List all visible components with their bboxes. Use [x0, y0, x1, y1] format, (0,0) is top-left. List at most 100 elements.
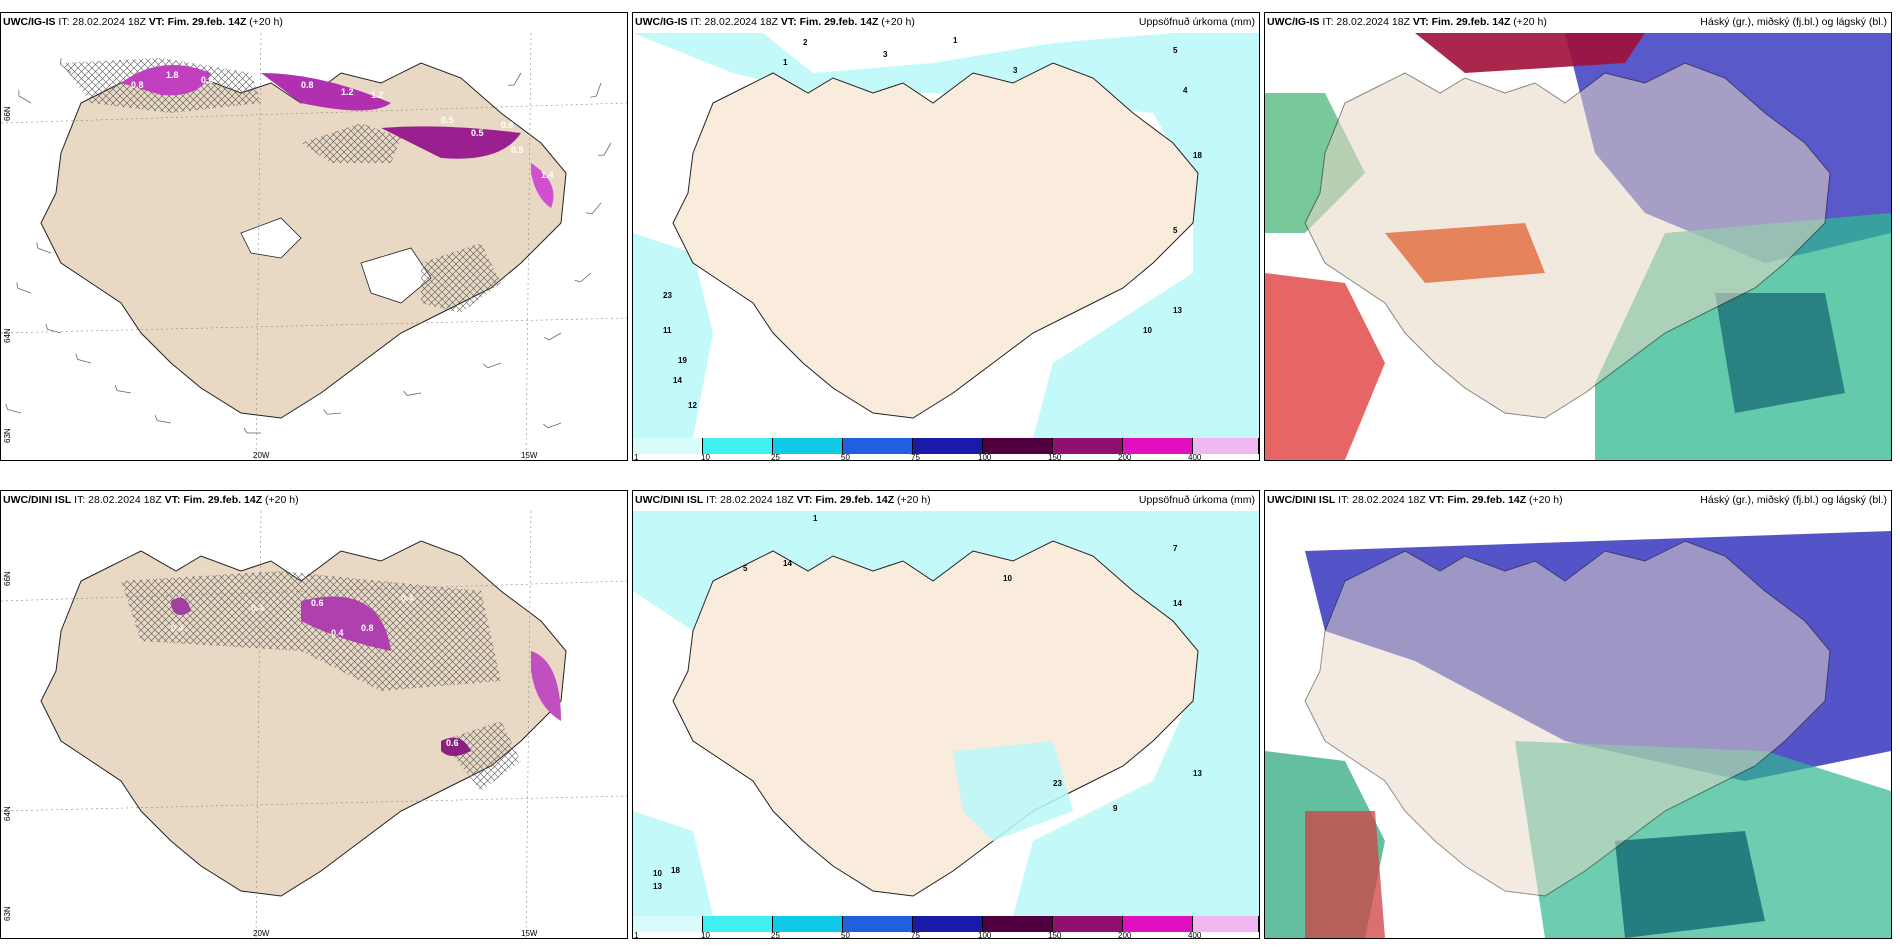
- svg-text:1.8: 1.8: [166, 70, 179, 80]
- svg-text:0.5: 0.5: [471, 128, 484, 138]
- colorbar-segment: [1193, 916, 1259, 932]
- colorbar-segment: [913, 916, 983, 932]
- svg-text:0.5: 0.5: [441, 115, 454, 125]
- run-label: IT: 28.02.2024 18Z: [1322, 16, 1410, 28]
- panel-header: UWC/IG-IS IT: 28.02.2024 18Z VT: Fim. 29…: [3, 16, 623, 32]
- wind-labels-top: 0.8 1.8 0.6 0.4 0.8 1.2 1.2 0.5 0.5 0.6 …: [131, 57, 554, 180]
- run-label: IT: 28.02.2024 18Z: [690, 16, 778, 28]
- colorbar-tick: 400: [1188, 453, 1202, 461]
- svg-text:1: 1: [783, 58, 788, 67]
- model-label: UWC/IG-IS: [3, 16, 56, 28]
- svg-text:0.8: 0.8: [301, 80, 314, 90]
- colorbar-segment: [1123, 438, 1193, 454]
- svg-text:18: 18: [671, 866, 680, 875]
- wind-labels-bottom: 0.4 0.6 0.4 0.8 0.4 0.4 0.6: [171, 593, 459, 748]
- vt-label: VT: Fim. 29.feb. 14Z: [780, 16, 879, 28]
- colorbar-segment: [983, 916, 1053, 932]
- precip-map: 2 1 3 1 3 5 4 18 5 13 10 23 11 19 14 12: [633, 33, 1259, 438]
- colorbar-segment: [633, 916, 703, 932]
- colorbar-segment: [773, 438, 843, 454]
- run-label: IT: 28.02.2024 18Z: [74, 494, 162, 506]
- svg-text:0.8: 0.8: [131, 80, 144, 90]
- model-label: UWC/DINI ISL: [3, 494, 72, 506]
- svg-text:10: 10: [1143, 326, 1152, 335]
- vt-label: VT: Fim. 29.feb. 14Z: [796, 494, 895, 506]
- svg-text:19: 19: [678, 356, 687, 365]
- panel-clouds-bottom: UWC/DINI ISL IT: 28.02.2024 18Z VT: Fim.…: [1264, 490, 1892, 939]
- svg-text:0.4: 0.4: [401, 593, 414, 603]
- wind-map: 0.4 0.6 0.4 0.8 0.4 0.4 0.6: [1, 511, 627, 938]
- lon-label-20w: 20W: [253, 451, 270, 460]
- svg-text:7: 7: [1173, 544, 1178, 553]
- wind-map: 0.8 1.8 0.6 0.4 0.8 1.2 1.2 0.5 0.5 0.6 …: [1, 33, 627, 460]
- colorbar-segment: [1193, 438, 1259, 454]
- vt-label: VT: Fim. 29.feb. 14Z: [1412, 16, 1511, 28]
- lead-label: (+20 h): [1529, 494, 1563, 506]
- svg-text:0.4: 0.4: [281, 57, 294, 67]
- svg-text:5: 5: [1173, 46, 1178, 55]
- panel-precip-top: UWC/IG-IS IT: 28.02.2024 18Z VT: Fim. 29…: [632, 12, 1260, 461]
- colorbar-tick: 200: [1118, 931, 1132, 939]
- colorbar-tick: 100: [978, 453, 992, 461]
- svg-text:13: 13: [653, 882, 662, 891]
- svg-text:13: 13: [1193, 769, 1202, 778]
- colorbar-segment: [843, 916, 913, 932]
- vt-label: VT: Fim. 29.feb. 14Z: [148, 16, 247, 28]
- svg-text:2: 2: [803, 38, 808, 47]
- model-label: UWC/DINI ISL: [635, 494, 704, 506]
- svg-text:1: 1: [953, 36, 958, 45]
- colorbar-segment: [633, 438, 703, 454]
- svg-text:3: 3: [1013, 66, 1018, 75]
- svg-text:13: 13: [1173, 306, 1182, 315]
- colorbar-tick: 50: [841, 453, 850, 461]
- colorbar-segment: [983, 438, 1053, 454]
- vt-label: VT: Fim. 29.feb. 14Z: [164, 494, 263, 506]
- lead-label: (+20 h): [1513, 16, 1547, 28]
- vt-label: VT: Fim. 29.feb. 14Z: [1428, 494, 1527, 506]
- colorbar-tick: 1: [634, 453, 639, 461]
- colorbar-tick: 200: [1118, 453, 1132, 461]
- svg-text:5: 5: [743, 564, 748, 573]
- colorbar-tick: 75: [911, 453, 920, 461]
- svg-text:0.4: 0.4: [171, 623, 184, 633]
- run-label: IT: 28.02.2024 18Z: [58, 16, 146, 28]
- colorbar-tick: 150: [1048, 931, 1062, 939]
- colorbar-tick: 75: [911, 931, 920, 939]
- lat-label-64n: 64N: [3, 806, 12, 821]
- run-label: IT: 28.02.2024 18Z: [706, 494, 794, 506]
- run-label: IT: 28.02.2024 18Z: [1338, 494, 1426, 506]
- svg-text:4: 4: [1183, 86, 1188, 95]
- field-title: Uppsöfnuð úrkoma (mm): [1138, 494, 1255, 506]
- svg-text:11: 11: [663, 326, 672, 335]
- lat-label-66n: 66N: [3, 571, 12, 586]
- svg-text:0.6: 0.6: [311, 598, 324, 608]
- svg-text:10: 10: [653, 869, 662, 878]
- precip-colorbar: 1 10 25 50 75 100 150 200 400: [633, 438, 1259, 460]
- colorbar-tick: 150: [1048, 453, 1062, 461]
- colorbar-segment: [1053, 438, 1123, 454]
- precip-values-bottom: 1 5 14 10 7 14 13 9 10 13 18 23: [653, 514, 1202, 891]
- colorbar-tick: 25: [771, 453, 780, 461]
- svg-text:1.2: 1.2: [371, 90, 384, 100]
- colorbar-tick: 25: [771, 931, 780, 939]
- svg-text:0.6: 0.6: [446, 738, 459, 748]
- svg-text:0.5: 0.5: [511, 145, 524, 155]
- panel-header: UWC/DINI ISL IT: 28.02.2024 18Z VT: Fim.…: [3, 494, 623, 510]
- colorbar-segment: [913, 438, 983, 454]
- precip-values-top: 2 1 3 1 3 5 4 18 5 13 10 23 11 19 14 12: [663, 36, 1202, 410]
- clouds-map: [1265, 33, 1891, 460]
- svg-text:18: 18: [1193, 151, 1202, 160]
- svg-text:14: 14: [673, 376, 682, 385]
- colorbar-tick: 50: [841, 931, 850, 939]
- colorbar-tick: 400: [1188, 931, 1202, 939]
- precip-colorbar: 1 10 25 50 75 100 150 200 400: [633, 916, 1259, 938]
- panel-precip-bottom: UWC/DINI ISL IT: 28.02.2024 18Z VT: Fim.…: [632, 490, 1260, 939]
- svg-text:1.4: 1.4: [541, 170, 554, 180]
- svg-text:23: 23: [663, 291, 672, 300]
- svg-text:1.2: 1.2: [341, 87, 354, 97]
- lead-label: (+20 h): [897, 494, 931, 506]
- panel-wind-top: UWC/IG-IS IT: 28.02.2024 18Z VT: Fim. 29…: [0, 12, 628, 461]
- svg-text:0.6: 0.6: [501, 120, 514, 130]
- lon-label-15w: 15W: [521, 451, 538, 460]
- lat-label-64n: 64N: [3, 328, 12, 343]
